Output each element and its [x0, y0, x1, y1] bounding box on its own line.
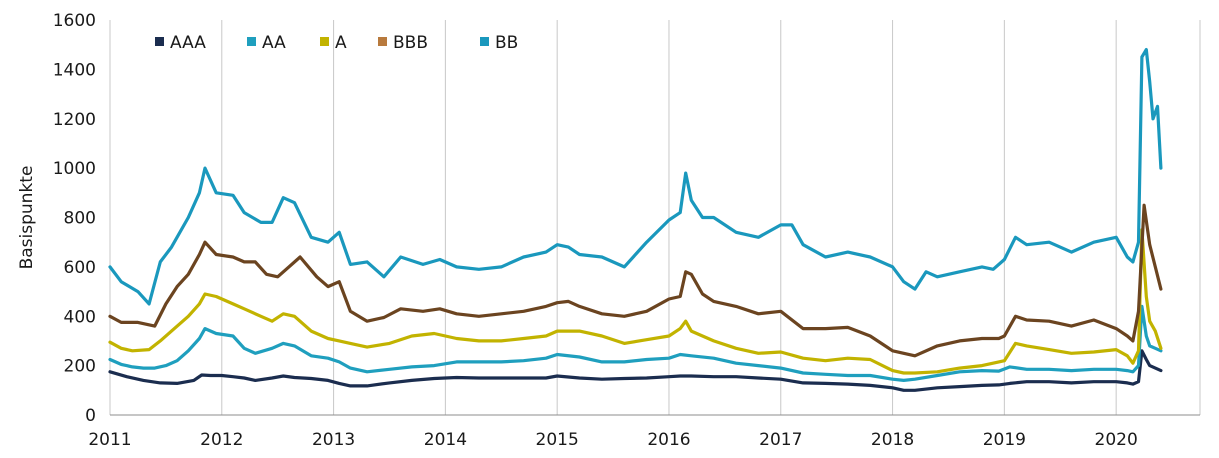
legend-swatch-bbb — [378, 37, 387, 46]
y-axis-ticks: 0 200 400 600 800 1000 1200 1400 1600 — [53, 11, 96, 426]
y-tick-label: 400 — [64, 307, 96, 327]
x-tick-label: 2017 — [759, 430, 802, 450]
legend: AAA AA A BBB BB — [155, 33, 518, 53]
y-axis-title: Basispunkte — [17, 166, 37, 270]
series-line-bbb — [108, 203, 1163, 358]
y-tick-label: 600 — [64, 258, 96, 278]
legend-swatch-bb — [480, 37, 489, 46]
x-tick-label: 2011 — [88, 430, 131, 450]
legend-swatch-aaa — [155, 37, 164, 46]
y-tick-label: 0 — [85, 406, 96, 426]
x-axis-ticks: 2011 2012 2013 2014 2015 2016 2017 2018 2019 2020 — [88, 430, 1137, 450]
y-tick-label: 1000 — [53, 159, 96, 179]
y-tick-label: 1400 — [53, 60, 96, 80]
series-line-aaa — [108, 349, 1163, 392]
y-tick-label: 800 — [64, 209, 96, 229]
legend-label-bb: BB — [495, 33, 518, 53]
y-tick-label: 200 — [64, 357, 96, 377]
legend-label-a: A — [335, 33, 347, 53]
x-tick-label: 2013 — [312, 430, 355, 450]
legend-label-aa: AA — [262, 33, 286, 53]
series-line-aa — [108, 304, 1163, 382]
y-tick-label: 1200 — [53, 110, 96, 130]
x-tick-label: 2014 — [424, 430, 467, 450]
y-tick-label: 1600 — [53, 11, 96, 31]
x-tick-label: 2015 — [536, 430, 579, 450]
series-line-a — [108, 228, 1163, 375]
legend-swatch-aa — [247, 37, 256, 46]
x-tick-label: 2020 — [1095, 430, 1138, 450]
legend-label-bbb: BBB — [393, 33, 428, 53]
x-tick-label: 2012 — [200, 430, 243, 450]
x-tick-label: 2018 — [871, 430, 914, 450]
series-line-bb — [108, 47, 1163, 306]
legend-swatch-a — [320, 37, 329, 46]
x-tick-label: 2019 — [983, 430, 1026, 450]
legend-label-aaa: AAA — [170, 33, 206, 53]
x-tick-label: 2016 — [647, 430, 690, 450]
series-lines — [108, 47, 1163, 392]
